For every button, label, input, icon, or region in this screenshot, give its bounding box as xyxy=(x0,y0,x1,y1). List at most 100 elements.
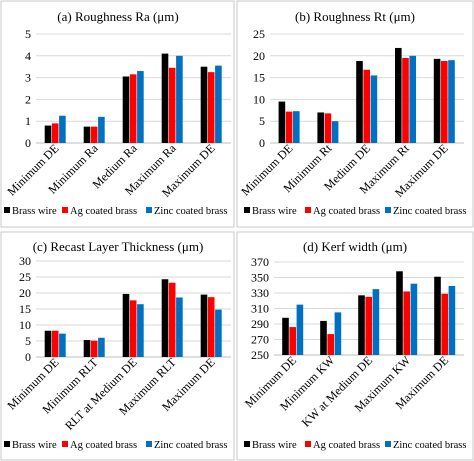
y-tick-label: 310 xyxy=(251,302,269,316)
legend-swatch xyxy=(4,441,10,447)
legend-label: Ag coated brass xyxy=(70,440,137,451)
bar-brass-wire xyxy=(433,58,441,143)
legend-swatch xyxy=(62,207,68,213)
legend-label: Brass wire xyxy=(252,206,297,217)
bar-ag-coated-brass xyxy=(168,282,176,357)
bar-zinc-coated-brass xyxy=(137,71,144,143)
legend-label: Zinc coated brass xyxy=(154,206,227,217)
y-tick-label: 2 xyxy=(25,92,31,106)
bar-zinc-coated-brass xyxy=(59,115,66,143)
legend-label: Brass wire xyxy=(12,440,57,451)
bar-ag-coated-brass xyxy=(51,123,59,143)
y-tick-label: 10 xyxy=(253,92,265,106)
legend-swatch xyxy=(385,441,391,447)
legend-swatch xyxy=(305,207,311,213)
legend-label: Zinc coated brass xyxy=(154,440,227,451)
bar-brass-wire xyxy=(122,293,130,357)
bar-ag-coated-brass xyxy=(289,327,296,355)
bar-zinc-coated-brass xyxy=(331,121,339,143)
y-tick-label: 290 xyxy=(251,317,269,331)
bar-zinc-coated-brass xyxy=(448,60,455,143)
legend-swatch xyxy=(146,207,152,213)
bar-ag-coated-brass xyxy=(129,300,137,357)
y-tick-label: 25 xyxy=(253,27,265,41)
y-tick-label: 270 xyxy=(251,333,269,347)
bar-zinc-coated-brass xyxy=(334,312,342,355)
bar-brass-wire xyxy=(358,295,365,355)
chart-title: (b) Roughness Rt (μm) xyxy=(295,9,415,24)
legend-swatch xyxy=(305,441,311,447)
legend-label: Zinc coated brass xyxy=(393,206,466,217)
y-tick-label: 250 xyxy=(251,348,269,362)
legend-label: Brass wire xyxy=(252,440,297,451)
y-tick-label: 1 xyxy=(25,114,31,128)
bar-brass-wire xyxy=(282,317,289,355)
bar-ag-coated-brass xyxy=(285,111,293,143)
bar-zinc-coated-brass xyxy=(98,337,105,357)
legend-swatch xyxy=(62,441,68,447)
bar-ag-coated-brass xyxy=(90,126,98,143)
bar-zinc-coated-brass xyxy=(98,116,105,143)
bar-ag-coated-brass xyxy=(403,291,410,355)
y-tick-label: 10 xyxy=(19,318,31,332)
bar-zinc-coated-brass xyxy=(448,286,456,355)
bar-ag-coated-brass xyxy=(90,340,98,357)
panel-roughness-rt: (b) Roughness Rt (μm) 0510152025Minimum … xyxy=(236,0,474,228)
y-tick-label: 330 xyxy=(251,286,269,300)
y-tick-label: 370 xyxy=(251,255,269,269)
bar-zinc-coated-brass xyxy=(293,111,300,143)
bar-brass-wire xyxy=(83,340,91,357)
bar-brass-wire xyxy=(396,271,403,355)
bar-brass-wire xyxy=(320,320,327,355)
bar-brass-wire xyxy=(356,61,363,144)
legend-label: Brass wire xyxy=(12,206,57,217)
y-tick-label: 0 xyxy=(259,136,265,150)
legend-swatch xyxy=(244,441,250,447)
y-tick-label: 350 xyxy=(251,271,269,285)
bar-ag-coated-brass xyxy=(129,74,137,143)
y-tick-label: 5 xyxy=(25,334,31,348)
bar-zinc-coated-brass xyxy=(176,55,183,143)
bar-ag-coated-brass xyxy=(441,293,448,355)
bar-zinc-coated-brass xyxy=(215,65,222,143)
bar-zinc-coated-brass xyxy=(296,304,304,355)
bar-ag-coated-brass xyxy=(365,296,372,355)
bar-zinc-coated-brass xyxy=(59,333,66,357)
bar-zinc-coated-brass xyxy=(410,283,418,355)
legend-swatch xyxy=(146,441,152,447)
y-tick-label: 0 xyxy=(25,350,31,364)
bar-zinc-coated-brass xyxy=(137,304,144,357)
y-tick-label: 5 xyxy=(259,114,265,128)
bar-ag-coated-brass xyxy=(402,57,409,144)
chart-title: (c) Recast Layer Thickness (μm) xyxy=(33,239,204,254)
panel-frame xyxy=(0,231,235,461)
legend-label: Ag coated brass xyxy=(313,440,380,451)
panel-frame xyxy=(236,231,474,461)
y-tick-label: 20 xyxy=(19,286,31,300)
bar-ag-coated-brass xyxy=(207,297,215,357)
bar-brass-wire xyxy=(44,125,52,143)
bar-zinc-coated-brass xyxy=(176,297,183,357)
bar-ag-coated-brass xyxy=(441,61,448,144)
bar-brass-wire xyxy=(434,276,441,355)
bar-brass-wire xyxy=(278,101,286,143)
bar-brass-wire xyxy=(44,330,52,357)
y-tick-label: 0 xyxy=(25,136,31,150)
legend-label: Ag coated brass xyxy=(70,206,137,217)
legend-swatch xyxy=(385,207,391,213)
chart-title: (a) Roughness Ra (μm) xyxy=(57,9,178,24)
bar-ag-coated-brass xyxy=(207,72,215,143)
y-tick-label: 20 xyxy=(253,49,265,63)
y-tick-label: 25 xyxy=(19,270,31,284)
bar-brass-wire xyxy=(161,279,169,357)
bar-ag-coated-brass xyxy=(327,334,334,355)
bar-ag-coated-brass xyxy=(324,113,332,143)
y-tick-label: 15 xyxy=(19,302,31,316)
bar-brass-wire xyxy=(122,76,130,143)
bar-zinc-coated-brass xyxy=(372,289,380,355)
bar-brass-wire xyxy=(395,47,402,144)
chart-title: (d) Kerf width (μm) xyxy=(303,239,407,254)
bar-ag-coated-brass xyxy=(51,330,59,357)
panel-recast-layer-thickness: (c) Recast Layer Thickness (μm) 0 5 10 15 20… xyxy=(0,231,235,461)
